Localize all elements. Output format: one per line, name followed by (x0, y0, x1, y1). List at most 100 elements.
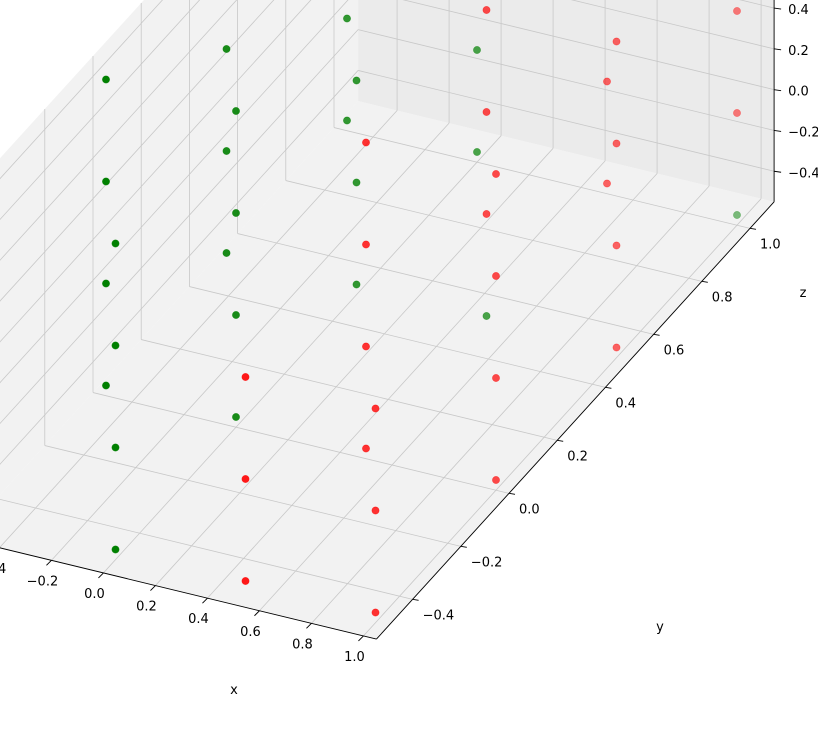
y-tick-label: 0.2 (567, 449, 588, 464)
x-tick (254, 610, 260, 617)
axis-lines (0, 0, 775, 640)
data-point (352, 76, 361, 85)
data-point (232, 107, 240, 115)
gridline-z-left (0, 29, 359, 425)
data-point (343, 116, 351, 125)
gridline-z-left (0, 0, 312, 343)
gridline-y-floor (0, 498, 413, 600)
y-tick-label: 0.0 (519, 502, 540, 517)
z-tick (774, 48, 782, 51)
y-tick-label: 1.0 (760, 237, 781, 252)
gridline-x-floor (363, 198, 762, 637)
z-tick (774, 130, 782, 132)
data-point (232, 413, 240, 421)
x-axis-line (0, 547, 377, 640)
gridline-y-floor (92, 392, 510, 494)
y-tick (460, 545, 467, 548)
x-tick (150, 585, 156, 591)
data-point (612, 241, 621, 250)
x-tick-label: 0.4 (188, 612, 209, 627)
floor-pane (0, 101, 775, 640)
y-tick (749, 227, 757, 230)
y-tick (508, 492, 516, 495)
x-tick-label: −0.4 (0, 562, 6, 577)
gridline-z-left (0, 0, 275, 302)
y-axis-line (376, 201, 775, 640)
gridline-y-floor (333, 127, 751, 229)
data-points (102, 6, 741, 617)
z-tick (774, 7, 782, 10)
tick-marks (46, 7, 782, 642)
gridline-z-back (570, 0, 775, 50)
x-tick (358, 635, 364, 642)
data-point (482, 6, 491, 14)
data-point (222, 45, 231, 53)
data-point (102, 279, 110, 288)
data-point (102, 75, 110, 84)
gridline-x-floor (155, 148, 554, 586)
data-point (473, 148, 481, 156)
gridline-z-left (0, 0, 163, 180)
gridline-y-floor (189, 286, 606, 388)
data-point (241, 577, 250, 585)
data-point (371, 404, 380, 413)
x-tick (202, 597, 208, 604)
data-point (473, 46, 481, 54)
x-tick-label: 0.2 (136, 600, 157, 615)
data-point (612, 139, 621, 148)
gridline-z-back (358, 70, 775, 172)
gridline-y-floor (285, 180, 702, 282)
data-point (603, 77, 611, 86)
y-tick-label: 0.6 (664, 343, 685, 358)
gridline-y-floor (141, 339, 558, 441)
data-point (111, 341, 120, 350)
data-point (371, 506, 380, 515)
y-axis-label: y (656, 620, 664, 635)
y-tick (557, 439, 564, 442)
x-tick (306, 623, 312, 629)
data-point (371, 608, 380, 617)
data-point (362, 444, 370, 453)
data-point (102, 177, 110, 186)
gridline-y-floor (44, 445, 461, 547)
gridline-z-left (0, 0, 349, 384)
data-point (352, 280, 361, 289)
data-point (492, 374, 500, 382)
gridline-z-back (402, 0, 775, 91)
y-tick-label: 0.4 (615, 396, 636, 411)
z-tick-label: −0.4 (788, 166, 818, 181)
x-tick-label: 0.6 (240, 625, 261, 640)
gridline-x-floor (103, 135, 502, 574)
x-tick-label: 0.0 (84, 587, 105, 602)
data-point (343, 14, 351, 23)
data-point (733, 7, 741, 15)
data-point (733, 211, 741, 219)
data-point (482, 108, 491, 116)
z-tick-label: 0.2 (788, 44, 809, 59)
data-point (222, 147, 231, 155)
z-tick (774, 89, 782, 92)
data-point (492, 476, 500, 484)
x-tick (46, 560, 52, 566)
gridline-z-left (0, 0, 201, 221)
data-point (482, 210, 491, 218)
data-point (492, 272, 500, 280)
gridline-x-floor (259, 173, 658, 612)
y-tick (412, 598, 419, 601)
data-point (241, 475, 250, 483)
x-tick (98, 572, 104, 579)
gridline-x-floor (0, 110, 398, 548)
gridline-z-left (0, 0, 238, 261)
y-tick-label: −0.4 (423, 608, 455, 623)
data-point (102, 381, 110, 390)
gridline-z-left (0, 70, 359, 465)
data-point (362, 138, 370, 147)
data-point (612, 343, 621, 352)
gridline-x-floor (311, 185, 710, 624)
x-tick-label: 1.0 (344, 650, 365, 665)
data-point (492, 170, 500, 178)
tick-labels: −0.4 −0.4 −0.4 −0.2 −0.2 −0.2 0.0 0.0 0.0 0.2 0.2 0… (0, 3, 818, 665)
data-point (232, 311, 240, 319)
y-tick-label: 0.8 (712, 290, 733, 305)
